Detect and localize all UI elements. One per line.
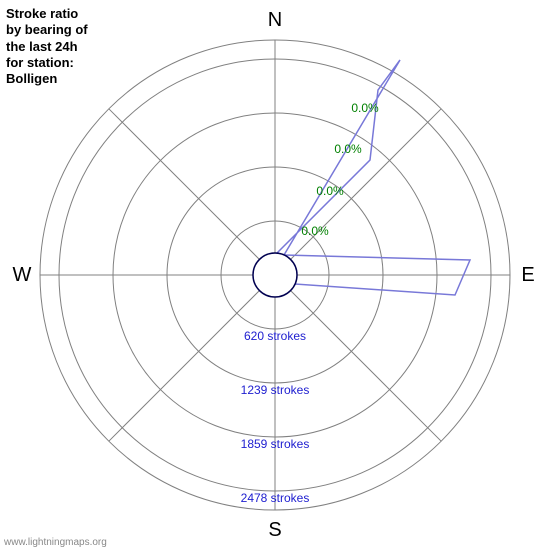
pct-label-2: 0.0%	[334, 142, 362, 156]
ring-label-0: 620 strokes	[244, 329, 306, 343]
ring-label-3: 2478 strokes	[241, 491, 310, 505]
compass-e: E	[521, 264, 534, 286]
pct-label-0: 0.0%	[301, 224, 329, 238]
compass-w: W	[13, 264, 32, 286]
chart-title: Stroke ratio by bearing of the last 24h …	[6, 6, 88, 87]
ring-label-2: 1859 strokes	[241, 437, 310, 451]
ring-label-1: 1239 strokes	[241, 383, 310, 397]
pct-label-3: 0.0%	[351, 101, 379, 115]
compass-s: S	[268, 519, 281, 541]
compass-n: N	[268, 9, 282, 31]
footer-credit: www.lightningmaps.org	[4, 537, 107, 548]
center-hub	[253, 253, 297, 297]
pct-label-1: 0.0%	[316, 184, 344, 198]
